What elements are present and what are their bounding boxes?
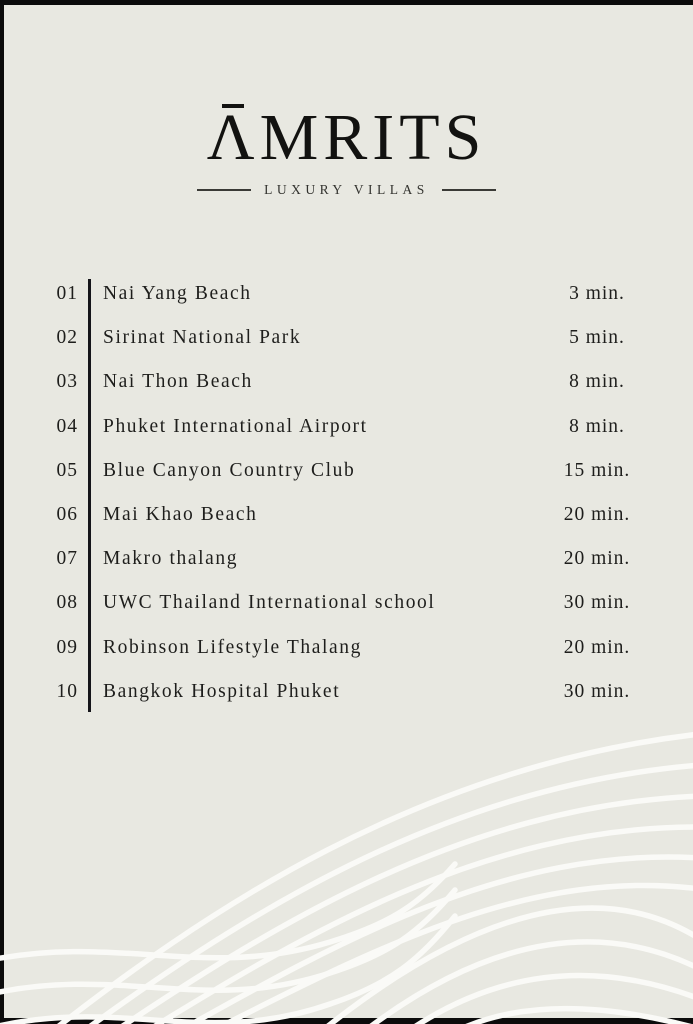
location-number: 07 xyxy=(56,548,78,570)
location-name: Mai Khao Beach xyxy=(103,504,258,526)
location-name: Nai Yang Beach xyxy=(103,283,252,305)
location-number: 01 xyxy=(56,283,78,305)
logo-subtitle: LUXURY VILLAS xyxy=(264,181,429,197)
location-name: Phuket International Airport xyxy=(103,415,368,437)
logo-wordmark: ΛMRITS xyxy=(0,100,693,176)
location-name: Bangkok Hospital Phuket xyxy=(103,680,341,702)
location-drive-time: 5 min. xyxy=(569,327,625,349)
location-number: 09 xyxy=(56,636,78,658)
logo-macron-letter: Λ xyxy=(206,101,260,174)
location-number: 03 xyxy=(56,371,78,393)
location-row: 07 Makro thalang 20 min. xyxy=(0,537,677,581)
location-number: 08 xyxy=(56,592,78,614)
location-drive-time: 20 min. xyxy=(563,548,631,570)
subtitle-line-left xyxy=(197,189,252,191)
location-name: Sirinat National Park xyxy=(103,327,302,349)
location-row: 04 Phuket International Airport 8 min. xyxy=(0,405,677,449)
list-vertical-divider xyxy=(88,279,91,712)
location-row: 10 Bangkok Hospital Phuket 30 min. xyxy=(0,670,677,714)
location-drive-time: 20 min. xyxy=(563,636,631,658)
locations-list: 01 Nai Yang Beach 3 min. 02 Sirinat Nati… xyxy=(0,272,693,714)
location-row: 08 UWC Thailand International school 30 … xyxy=(0,581,677,625)
location-row: 02 Sirinat National Park 5 min. xyxy=(0,316,677,360)
location-name: Makro thalang xyxy=(103,548,239,570)
location-drive-time: 8 min. xyxy=(569,415,625,437)
brand-logo: ΛMRITS LUXURY VILLAS xyxy=(0,100,693,198)
frame-edge-left xyxy=(0,0,4,1024)
location-number: 02 xyxy=(56,327,78,349)
location-number: 04 xyxy=(56,415,78,437)
wave-lines-decoration xyxy=(0,732,693,1024)
location-name: Robinson Lifestyle Thalang xyxy=(103,636,362,658)
location-row: 09 Robinson Lifestyle Thalang 20 min. xyxy=(0,626,677,670)
location-number: 05 xyxy=(56,459,78,481)
location-row: 01 Nai Yang Beach 3 min. xyxy=(0,272,677,316)
location-number: 10 xyxy=(56,680,78,702)
location-number: 06 xyxy=(56,504,78,526)
location-drive-time: 8 min. xyxy=(569,371,625,393)
location-name: Blue Canyon Country Club xyxy=(103,459,356,481)
location-drive-time: 3 min. xyxy=(569,283,625,305)
location-drive-time: 30 min. xyxy=(563,680,631,702)
logo-wordmark-rest: MRITS xyxy=(259,101,487,174)
location-drive-time: 20 min. xyxy=(563,504,631,526)
frame-edge-bottom xyxy=(0,1018,693,1024)
location-row: 06 Mai Khao Beach 20 min. xyxy=(0,493,677,537)
location-row: 05 Blue Canyon Country Club 15 min. xyxy=(0,449,677,493)
logo-subtitle-row: LUXURY VILLAS xyxy=(0,182,693,198)
frame-edge-top xyxy=(0,0,693,5)
location-drive-time: 15 min. xyxy=(563,459,631,481)
location-row: 03 Nai Thon Beach 8 min. xyxy=(0,360,677,404)
location-drive-time: 30 min. xyxy=(563,592,631,614)
subtitle-line-right xyxy=(441,189,496,191)
location-name: Nai Thon Beach xyxy=(103,371,253,393)
location-name: UWC Thailand International school xyxy=(103,592,436,614)
